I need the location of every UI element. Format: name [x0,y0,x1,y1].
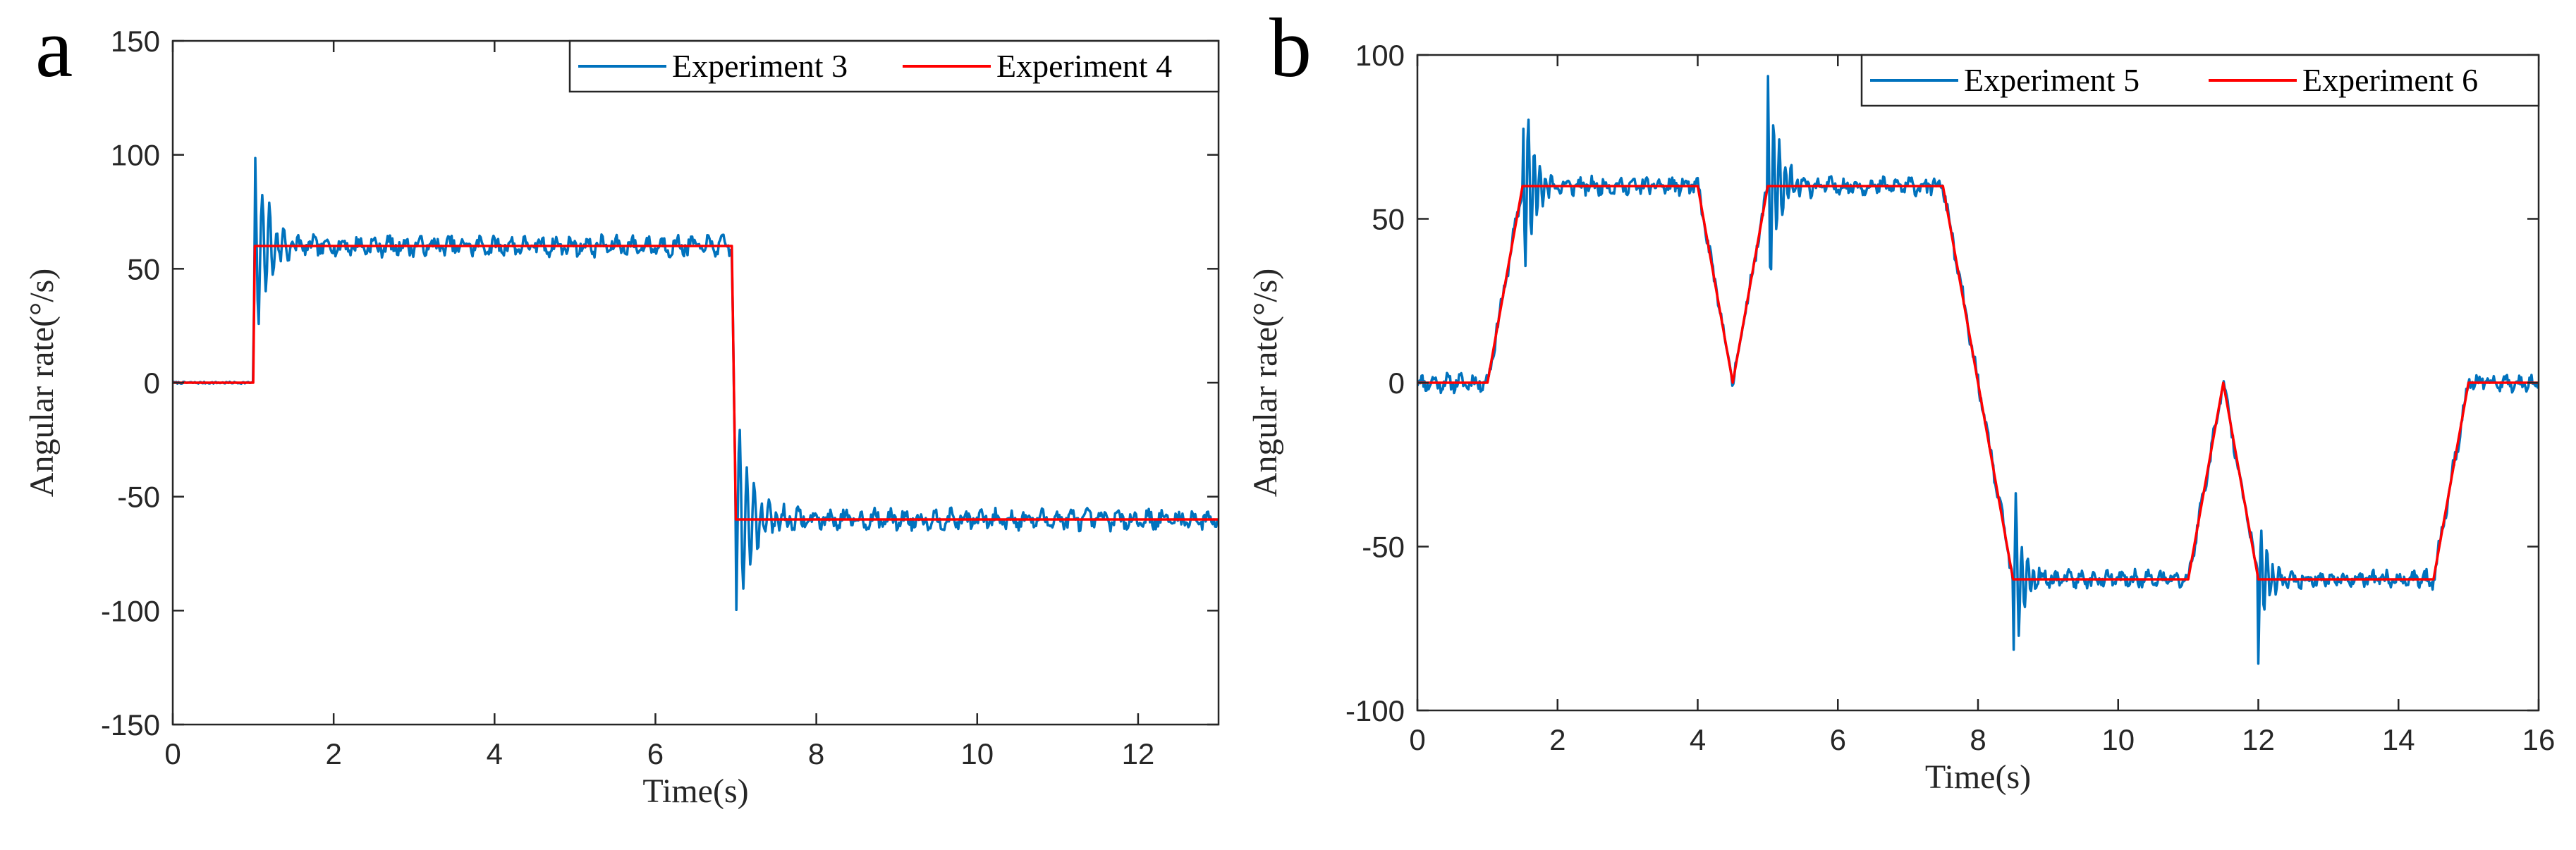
x-tick-label: 8 [808,737,824,770]
x-tick-label: 8 [1970,723,1986,756]
ticks-a: 0 2 4 6 8 10 12 -150 -100 -50 0 50 100 150 [101,25,1219,770]
x-tick-label: 10 [2101,723,2135,756]
x-tick-label: 14 [2382,723,2415,756]
y-tick-label: 100 [1355,39,1405,72]
y-tick-label: 50 [1372,203,1405,236]
y-tick-label: -100 [1345,694,1405,727]
x-tick-label: 12 [1122,737,1155,770]
y-axis-label-a: Angular rate(°/s) [23,269,61,497]
x-tick-label: 10 [960,737,994,770]
series-layer-b [1417,75,2539,665]
series-layer-a [173,156,1219,612]
x-tick-label: 0 [164,737,181,770]
y-tick-label: -150 [101,708,160,741]
legend-box-a [568,39,1220,93]
y-axis-label-b: Angular rate(°/s) [1247,269,1284,497]
x-tick-label: 2 [325,737,341,770]
legend-label-experiment-4: Experiment 4 [996,48,1172,84]
panel-b: b 0 2 4 6 8 10 12 14 16 -100 -50 0 50 100 Time(s) Ang… [1247,1,2555,796]
x-tick-label: 16 [2522,723,2556,756]
y-tick-label: -100 [101,594,160,627]
y-tick-label: 150 [111,25,160,58]
x-tick-label: 4 [1690,723,1706,756]
x-tick-label: 12 [2242,723,2275,756]
x-tick-label: 6 [1830,723,1846,756]
x-axis-label-b: Time(s) [1925,758,2031,796]
y-tick-label: 0 [144,367,160,400]
legend-label-experiment-6: Experiment 6 [2302,62,2478,98]
ticks-b: 0 2 4 6 8 10 12 14 16 -100 -50 0 50 100 [1345,39,2555,756]
y-tick-label: 100 [111,139,160,172]
x-tick-label: 4 [487,737,503,770]
y-tick-label: 50 [127,252,160,285]
plot-area-a [171,39,1220,726]
y-tick-label: -50 [1362,531,1405,564]
x-tick-label: 6 [647,737,664,770]
x-tick-label: 0 [1409,723,1425,756]
series-line-experiment-6 [1417,185,2539,581]
panel-label-b: b [1269,1,1312,94]
x-tick-label: 2 [1549,723,1565,756]
series-line-experiment-4 [173,245,1219,521]
legend-a: Experiment 3 Experiment 4 [568,39,1220,93]
y-tick-label: -50 [117,481,160,514]
legend-label-experiment-5: Experiment 5 [1964,62,2139,98]
x-axis-label-a: Time(s) [642,772,748,810]
legend-box-b [1860,54,2540,107]
series-line-experiment-3 [173,156,1219,612]
legend-label-experiment-3: Experiment 3 [672,48,848,84]
panel-label-a: a [35,1,73,94]
y-tick-label: 0 [1388,367,1405,400]
series-line-experiment-5 [1417,75,2539,665]
legend-b: Experiment 5 Experiment 6 [1860,54,2540,107]
